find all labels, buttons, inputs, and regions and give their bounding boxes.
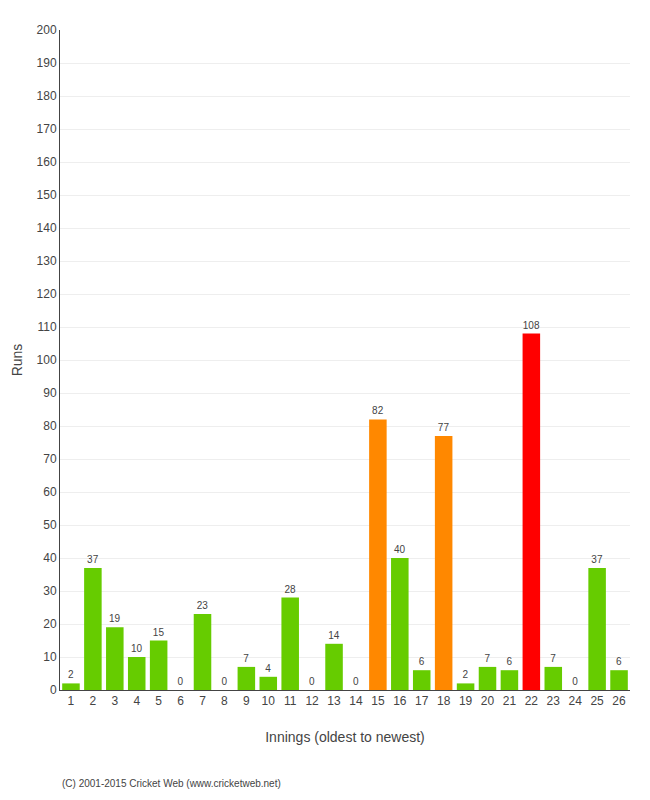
svg-text:10: 10 [262,694,276,708]
svg-text:30: 30 [43,584,57,598]
svg-text:22: 22 [525,694,539,708]
svg-text:Innings (oldest to newest): Innings (oldest to newest) [265,729,425,745]
svg-text:19: 19 [459,694,473,708]
svg-text:19: 19 [109,613,121,624]
svg-text:140: 140 [37,221,57,235]
svg-text:110: 110 [37,320,56,334]
svg-text:2: 2 [90,694,97,708]
svg-text:82: 82 [372,405,384,416]
svg-text:20: 20 [481,694,495,708]
svg-text:3: 3 [111,694,118,708]
svg-text:180: 180 [37,89,57,103]
svg-text:2: 2 [68,669,74,680]
svg-text:1: 1 [68,694,75,708]
svg-text:28: 28 [284,584,296,595]
svg-text:0: 0 [572,676,578,687]
svg-text:5: 5 [155,694,162,708]
svg-text:13: 13 [327,694,341,708]
svg-text:120: 120 [37,287,57,301]
svg-text:9: 9 [243,694,250,708]
svg-text:130: 130 [37,254,57,268]
svg-text:7: 7 [550,653,556,664]
svg-text:11: 11 [284,694,297,708]
svg-text:7: 7 [199,694,206,708]
svg-text:0: 0 [50,683,57,697]
svg-text:200: 200 [37,23,57,37]
svg-text:Runs: Runs [9,344,25,377]
svg-text:14: 14 [349,694,363,708]
svg-text:10: 10 [43,650,57,664]
svg-text:18: 18 [437,694,451,708]
svg-text:6: 6 [177,694,184,708]
svg-text:7: 7 [485,653,491,664]
svg-text:10: 10 [131,643,143,654]
svg-text:100: 100 [37,353,57,367]
svg-text:4: 4 [133,694,140,708]
svg-text:12: 12 [305,694,319,708]
svg-text:6: 6 [419,656,425,667]
svg-text:0: 0 [353,676,359,687]
svg-text:21: 21 [503,694,517,708]
svg-text:15: 15 [371,694,385,708]
svg-text:2: 2 [463,669,469,680]
svg-text:50: 50 [43,518,57,532]
svg-text:6: 6 [506,656,512,667]
svg-text:24: 24 [569,694,583,708]
svg-text:16: 16 [393,694,407,708]
svg-text:15: 15 [153,627,165,638]
svg-text:37: 37 [591,554,603,565]
svg-text:7: 7 [243,653,249,664]
svg-text:70: 70 [43,452,57,466]
svg-text:6: 6 [616,656,622,667]
svg-text:40: 40 [394,544,406,555]
svg-text:17: 17 [415,694,429,708]
svg-text:14: 14 [328,630,340,641]
svg-text:0: 0 [221,676,227,687]
svg-text:23: 23 [197,600,209,611]
svg-text:23: 23 [547,694,561,708]
svg-text:(C) 2001-2015 Cricket Web (www: (C) 2001-2015 Cricket Web (www.cricketwe… [62,778,281,789]
svg-text:190: 190 [37,56,57,70]
svg-text:25: 25 [590,694,604,708]
svg-text:77: 77 [438,422,450,433]
svg-text:160: 160 [37,155,57,169]
svg-text:60: 60 [43,485,57,499]
svg-text:108: 108 [523,320,540,331]
svg-text:0: 0 [309,676,315,687]
svg-text:37: 37 [87,554,99,565]
svg-text:20: 20 [43,617,57,631]
svg-text:26: 26 [612,694,626,708]
svg-text:4: 4 [265,663,271,674]
svg-text:170: 170 [37,122,57,136]
svg-text:80: 80 [43,419,57,433]
svg-text:40: 40 [43,551,57,565]
svg-text:90: 90 [43,386,57,400]
svg-text:0: 0 [178,676,184,687]
svg-text:8: 8 [221,694,228,708]
svg-text:150: 150 [37,188,57,202]
